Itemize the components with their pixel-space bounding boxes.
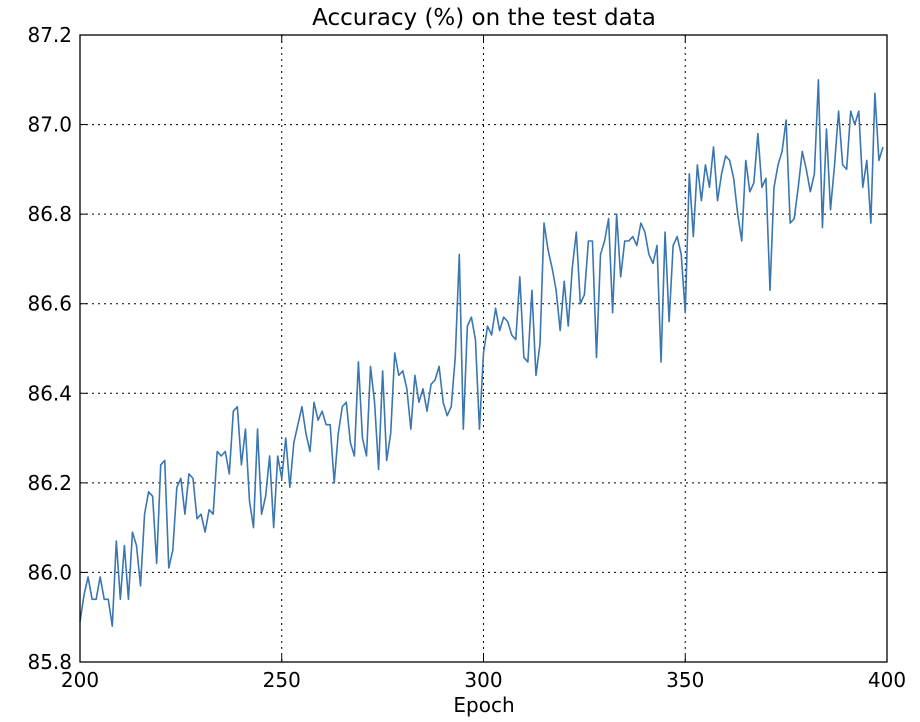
y-tick-label: 86.6 xyxy=(27,292,72,316)
x-tick-label: 350 xyxy=(666,668,704,692)
series-layer xyxy=(79,78,884,627)
y-tick-label: 86.8 xyxy=(27,202,72,226)
y-tick-label: 86.2 xyxy=(27,471,72,495)
x-tick-label: 400 xyxy=(868,668,906,692)
series-line xyxy=(79,78,884,627)
y-tick-label: 86.4 xyxy=(27,381,72,405)
grid-lines xyxy=(80,35,887,662)
x-tick-labels: 200 250 300 350 400 xyxy=(61,668,906,692)
x-tick-label: 250 xyxy=(263,668,301,692)
axis-ticks xyxy=(79,34,888,663)
chart-title: Accuracy (%) on the test data xyxy=(312,5,656,31)
y-tick-labels: 85.8 86.0 86.2 86.4 86.6 86.8 87.0 87.2 xyxy=(27,23,72,674)
y-tick-label: 85.8 xyxy=(27,650,72,674)
y-tick-label: 87.0 xyxy=(27,113,72,137)
y-tick-label: 87.2 xyxy=(27,23,72,47)
y-tick-label: 86.0 xyxy=(27,560,72,584)
x-tick-label: 300 xyxy=(464,668,502,692)
x-tick-label: 200 xyxy=(61,668,99,692)
x-axis-label: Epoch xyxy=(453,693,514,717)
